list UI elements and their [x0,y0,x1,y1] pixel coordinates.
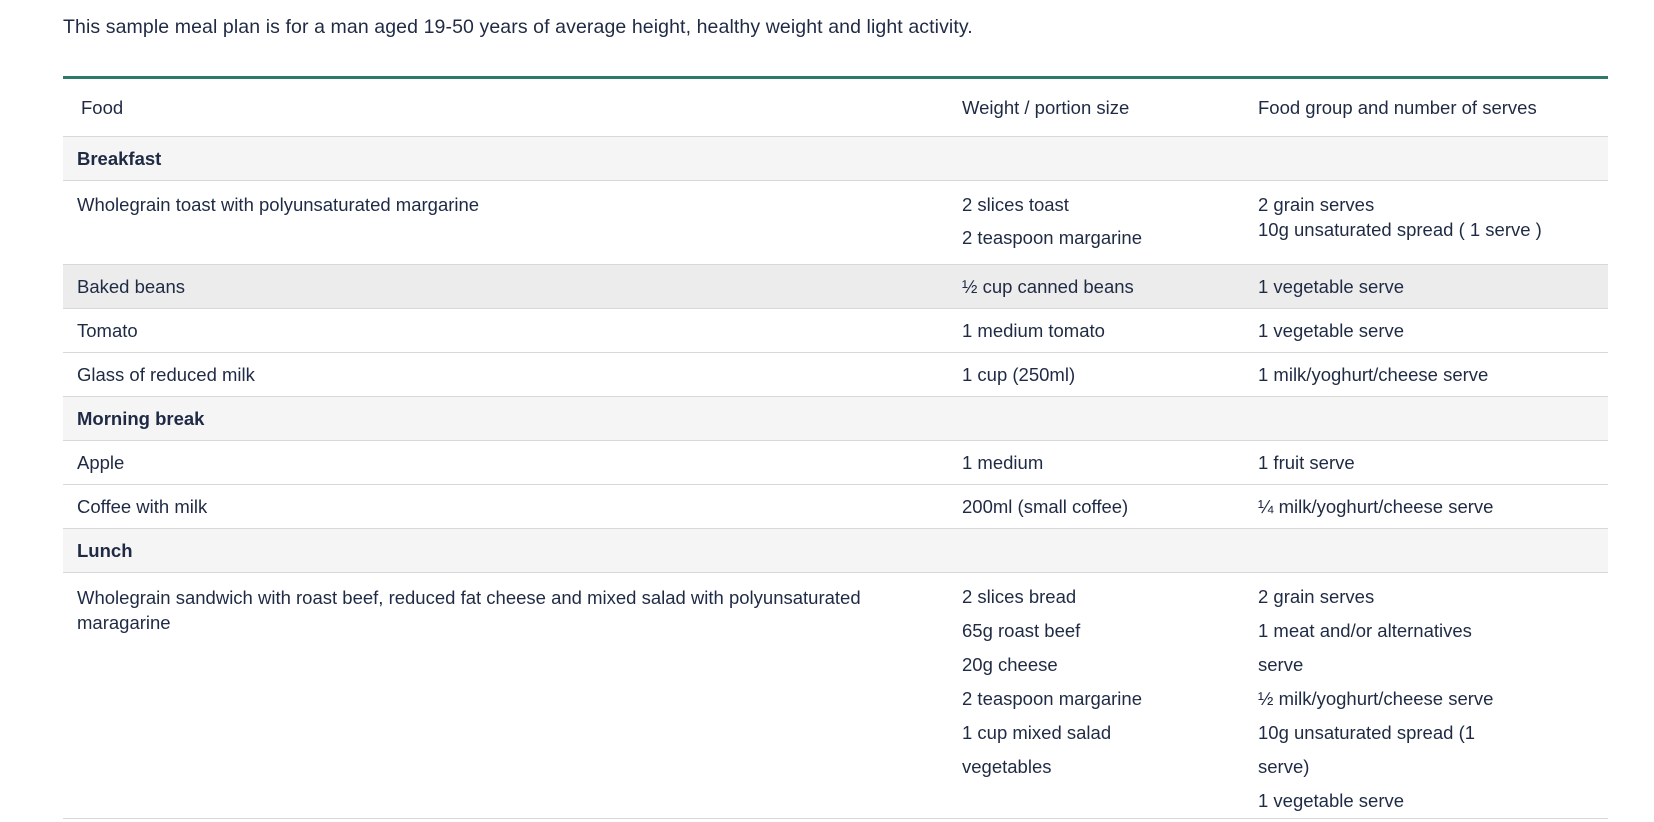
group-cell: ¼ milk/yoghurt/cheese serve [1258,484,1608,529]
section-title: Lunch [63,528,1608,573]
group-line: serve [1258,654,1304,675]
group-line: ½ milk/yoghurt/cheese serve [1258,688,1494,709]
weight-cell: 1 medium tomato [962,308,1258,353]
weight-line: 65g roast beef [962,620,1081,641]
food-cell: Tomato [63,308,962,353]
weight-cell: 2 slices toast 2 teaspoon margarine [962,180,1258,265]
section-lunch: Lunch [63,528,1608,573]
food-cell: Baked beans [63,264,962,309]
group-line: 10g unsaturated spread ( 1 serve ) [1258,219,1542,240]
table-header-row: Food Weight / portion size Food group an… [63,77,1608,137]
weight-line: 2 teaspoon margarine [962,227,1142,248]
table-row: Glass of reduced milk 1 cup (250ml) 1 mi… [63,352,1608,397]
intro-text: This sample meal plan is for a man aged … [63,16,973,38]
header-food-group: Food group and number of serves [1258,77,1608,137]
section-title: Breakfast [63,136,1608,181]
food-cell: Wholegrain sandwich with roast beef, red… [63,572,962,819]
food-cell: Coffee with milk [63,484,962,529]
meal-plan-table: Food Weight / portion size Food group an… [63,76,1608,819]
group-line: 1 vegetable serve [1258,790,1405,811]
weight-line: 20g cheese [962,654,1058,675]
weight-line: vegetables [962,756,1052,777]
header-weight: Weight / portion size [962,77,1258,137]
weight-cell: ½ cup canned beans [962,264,1258,309]
table-row: Tomato 1 medium tomato 1 vegetable serve [63,308,1608,353]
section-breakfast: Breakfast [63,136,1608,181]
header-food: Food [63,77,962,137]
weight-cell: 2 slices bread 65g roast beef 20g cheese… [962,572,1258,819]
group-cell: 1 fruit serve [1258,440,1608,485]
food-cell: Apple [63,440,962,485]
table-row: Coffee with milk 200ml (small coffee) ¼ … [63,484,1608,529]
group-line: 10g unsaturated spread (1 [1258,722,1476,743]
table-row: Baked beans ½ cup canned beans 1 vegetab… [63,264,1608,309]
table-row: Apple 1 medium 1 fruit serve [63,440,1608,485]
weight-line: 2 teaspoon margarine [962,688,1142,709]
group-line: 2 grain serves [1258,194,1375,215]
food-cell: Wholegrain toast with polyunsaturated ma… [63,180,962,265]
group-cell: 1 vegetable serve [1258,308,1608,353]
section-title: Morning break [63,396,1608,441]
group-line: 2 grain serves [1258,586,1375,607]
group-cell: 1 milk/yoghurt/cheese serve [1258,352,1608,397]
group-line: serve) [1258,756,1310,777]
group-cell: 2 grain serves 1 meat and/or alternative… [1258,572,1608,819]
weight-cell: 1 medium [962,440,1258,485]
section-morning-break: Morning break [63,396,1608,441]
weight-line: 2 slices toast [962,194,1069,215]
table-row: Wholegrain toast with polyunsaturated ma… [63,180,1608,265]
weight-cell: 1 cup (250ml) [962,352,1258,397]
group-cell: 2 grain serves 10g unsaturated spread ( … [1258,180,1608,265]
table-row: Wholegrain sandwich with roast beef, red… [63,572,1608,819]
group-cell: 1 vegetable serve [1258,264,1608,309]
food-cell: Glass of reduced milk [63,352,962,397]
weight-line: 1 cup mixed salad [962,722,1112,743]
weight-line: 2 slices bread [962,586,1077,607]
group-line: 1 meat and/or alternatives [1258,620,1472,641]
weight-cell: 200ml (small coffee) [962,484,1258,529]
